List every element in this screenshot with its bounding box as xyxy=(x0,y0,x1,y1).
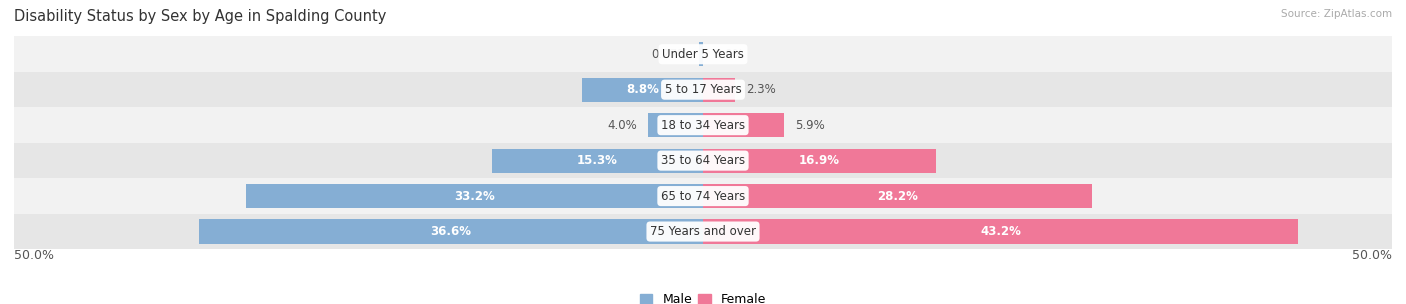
Text: Source: ZipAtlas.com: Source: ZipAtlas.com xyxy=(1281,9,1392,19)
Bar xyxy=(703,219,1298,244)
Bar xyxy=(14,72,1392,107)
Text: 28.2%: 28.2% xyxy=(877,190,918,202)
Text: 16.9%: 16.9% xyxy=(799,154,839,167)
Bar xyxy=(492,149,703,173)
Text: 65 to 74 Years: 65 to 74 Years xyxy=(661,190,745,202)
Bar xyxy=(648,113,703,137)
Bar xyxy=(699,42,703,66)
Bar xyxy=(703,78,735,102)
Legend: Male, Female: Male, Female xyxy=(636,288,770,304)
Text: 2.3%: 2.3% xyxy=(745,83,776,96)
Text: 8.8%: 8.8% xyxy=(626,83,659,96)
Text: 75 Years and over: 75 Years and over xyxy=(650,225,756,238)
Text: 50.0%: 50.0% xyxy=(14,249,53,262)
Bar xyxy=(582,78,703,102)
Bar xyxy=(14,143,1392,178)
Text: Under 5 Years: Under 5 Years xyxy=(662,48,744,61)
Text: 43.2%: 43.2% xyxy=(980,225,1021,238)
Text: 50.0%: 50.0% xyxy=(1353,249,1392,262)
Bar xyxy=(14,107,1392,143)
Text: 4.0%: 4.0% xyxy=(607,119,637,132)
Text: 36.6%: 36.6% xyxy=(430,225,471,238)
Text: Disability Status by Sex by Age in Spalding County: Disability Status by Sex by Age in Spald… xyxy=(14,9,387,24)
Text: 0.0%: 0.0% xyxy=(714,48,744,61)
Bar xyxy=(14,36,1392,72)
Bar xyxy=(198,219,703,244)
Text: 5 to 17 Years: 5 to 17 Years xyxy=(665,83,741,96)
Text: 18 to 34 Years: 18 to 34 Years xyxy=(661,119,745,132)
Bar xyxy=(703,113,785,137)
Text: 5.9%: 5.9% xyxy=(796,119,825,132)
Text: 15.3%: 15.3% xyxy=(576,154,619,167)
Bar xyxy=(703,149,936,173)
Text: 35 to 64 Years: 35 to 64 Years xyxy=(661,154,745,167)
Bar xyxy=(246,184,703,208)
Bar xyxy=(14,178,1392,214)
Text: 0.27%: 0.27% xyxy=(651,48,689,61)
Text: 33.2%: 33.2% xyxy=(454,190,495,202)
Bar xyxy=(14,214,1392,249)
Bar xyxy=(703,184,1091,208)
